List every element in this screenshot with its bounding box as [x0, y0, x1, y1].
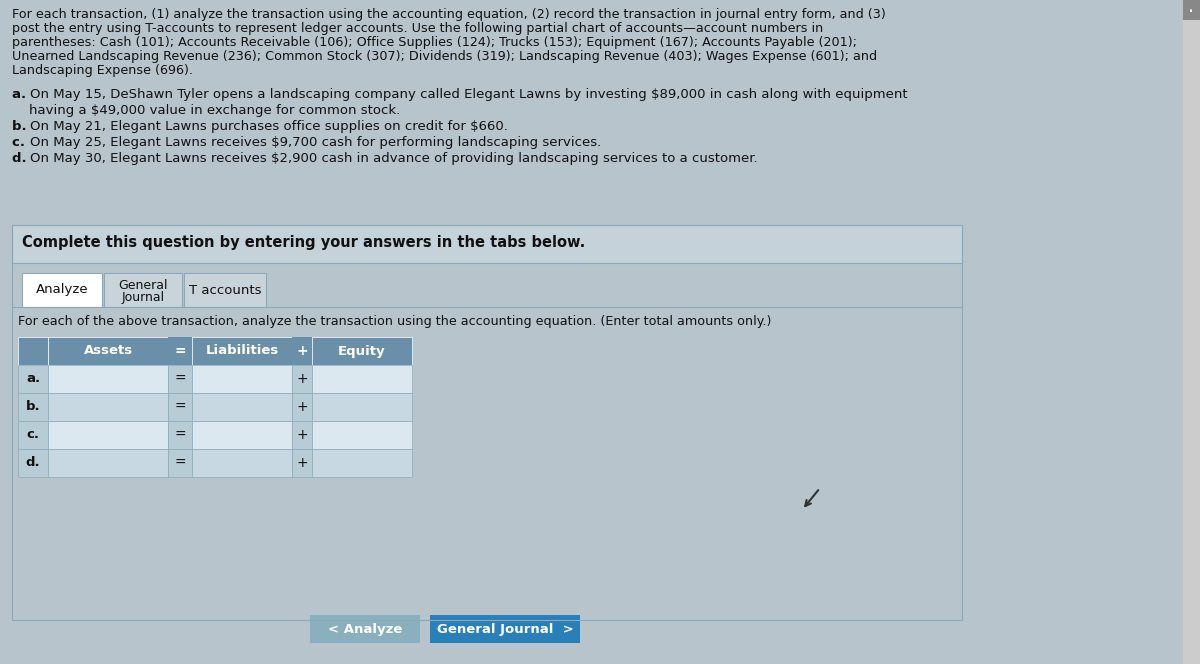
Text: Journal: Journal: [121, 291, 164, 304]
Text: General: General: [119, 279, 168, 292]
Bar: [168, 365, 192, 393]
Bar: [312, 365, 412, 393]
Bar: [168, 337, 192, 365]
Bar: [18, 365, 48, 393]
Text: =: =: [174, 372, 186, 386]
Bar: [292, 337, 312, 365]
Text: Analyze: Analyze: [36, 284, 89, 297]
Text: Complete this question by entering your answers in the tabs below.: Complete this question by entering your …: [22, 235, 586, 250]
Text: =: =: [174, 400, 186, 414]
Bar: [18, 421, 48, 449]
Text: =: =: [174, 428, 186, 442]
Text: For each of the above transaction, analyze the transaction using the accounting : For each of the above transaction, analy…: [18, 315, 772, 328]
Text: =: =: [174, 456, 186, 470]
Bar: [430, 615, 580, 643]
Text: c.: c.: [12, 136, 30, 149]
Text: =: =: [174, 344, 186, 358]
Bar: [1183, 0, 1200, 664]
Text: < Analyze: < Analyze: [328, 623, 402, 635]
Text: b.: b.: [25, 400, 41, 414]
Text: On May 25, Elegant Lawns receives $9,700 cash for performing landscaping service: On May 25, Elegant Lawns receives $9,700…: [30, 136, 601, 149]
Text: Liabilities: Liabilities: [205, 345, 278, 357]
Bar: [192, 393, 292, 421]
Text: +: +: [296, 400, 308, 414]
Bar: [168, 421, 192, 449]
Text: On May 21, Elegant Lawns purchases office supplies on credit for $660.: On May 21, Elegant Lawns purchases offic…: [30, 120, 508, 133]
Text: Equity: Equity: [338, 345, 386, 357]
Bar: [168, 449, 192, 477]
Bar: [18, 393, 48, 421]
Text: a.: a.: [26, 373, 40, 386]
Text: post the entry using T-accounts to represent ledger accounts. Use the following : post the entry using T-accounts to repre…: [12, 22, 823, 35]
Text: +: +: [296, 428, 308, 442]
Bar: [312, 393, 412, 421]
Bar: [48, 393, 168, 421]
Bar: [18, 337, 48, 365]
Text: a.: a.: [12, 88, 31, 101]
Bar: [12, 225, 962, 620]
Text: c.: c.: [26, 428, 40, 442]
Bar: [310, 615, 420, 643]
Text: having a $49,000 value in exchange for common stock.: having a $49,000 value in exchange for c…: [12, 104, 401, 117]
Bar: [312, 449, 412, 477]
Text: On May 30, Elegant Lawns receives $2,900 cash in advance of providing landscapin: On May 30, Elegant Lawns receives $2,900…: [30, 152, 757, 165]
Bar: [192, 421, 292, 449]
Text: Landscaping Expense (696).: Landscaping Expense (696).: [12, 64, 193, 77]
Text: T accounts: T accounts: [188, 284, 262, 297]
Bar: [292, 421, 312, 449]
Bar: [48, 449, 168, 477]
Text: For each transaction, (1) analyze the transaction using the accounting equation,: For each transaction, (1) analyze the tr…: [12, 8, 886, 21]
Bar: [312, 421, 412, 449]
Text: General Journal  >: General Journal >: [437, 623, 574, 635]
Bar: [292, 449, 312, 477]
Text: +: +: [296, 372, 308, 386]
Bar: [192, 365, 292, 393]
Bar: [48, 365, 168, 393]
Text: +: +: [296, 344, 308, 358]
Text: d.: d.: [25, 457, 41, 469]
Bar: [168, 393, 192, 421]
Bar: [192, 449, 292, 477]
Bar: [192, 337, 292, 365]
Text: Unearned Landscaping Revenue (236); Common Stock (307); Dividends (319); Landsca: Unearned Landscaping Revenue (236); Comm…: [12, 50, 877, 63]
Bar: [48, 337, 168, 365]
Bar: [18, 449, 48, 477]
Bar: [22, 273, 102, 307]
Text: Assets: Assets: [84, 345, 132, 357]
Bar: [48, 421, 168, 449]
Text: +: +: [296, 456, 308, 470]
Bar: [292, 365, 312, 393]
Bar: [312, 337, 412, 365]
Bar: [184, 273, 266, 307]
Bar: [12, 225, 962, 263]
Text: parentheses: Cash (101); Accounts Receivable (106); Office Supplies (124); Truck: parentheses: Cash (101); Accounts Receiv…: [12, 36, 857, 49]
Text: b.: b.: [12, 120, 31, 133]
Text: d.: d.: [12, 152, 31, 165]
Bar: [292, 393, 312, 421]
Bar: [104, 273, 182, 307]
Text: On May 15, DeShawn Tyler opens a landscaping company called Elegant Lawns by inv: On May 15, DeShawn Tyler opens a landsca…: [30, 88, 907, 101]
Bar: [1183, 0, 1200, 20]
